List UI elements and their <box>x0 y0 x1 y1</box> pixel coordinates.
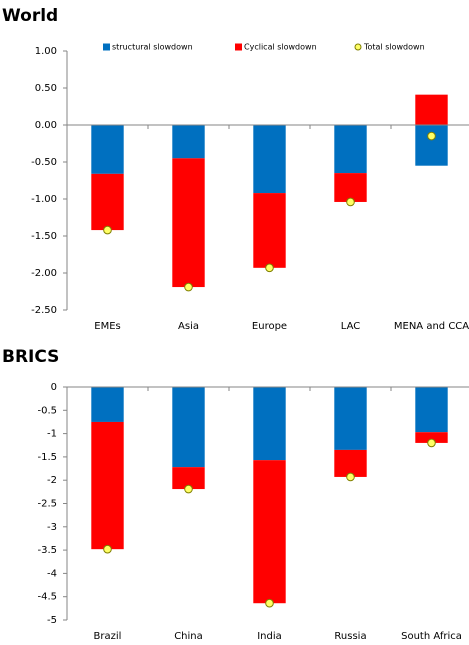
y-tick-label: -2.5 <box>37 499 57 510</box>
bar <box>172 158 205 288</box>
x-tick-label: EMEs <box>94 321 120 332</box>
y-tick-label: -1.50 <box>31 231 57 242</box>
bar <box>253 460 286 604</box>
y-tick-label: -0.50 <box>31 157 57 168</box>
y-tick-label: -2.50 <box>31 305 57 316</box>
total-marker <box>427 438 436 448</box>
x-tick-label: Asia <box>178 321 199 332</box>
y-tick-label: -0.5 <box>37 405 57 416</box>
y-tick-label: -1.5 <box>37 452 57 463</box>
x-tick-label: Europe <box>252 321 287 332</box>
y-tick-label: -1 <box>47 429 57 440</box>
y-tick-label: 0.00 <box>35 120 57 131</box>
legend-marker <box>354 43 362 51</box>
x-tick-label: Russia <box>334 631 366 642</box>
y-tick-label: -4 <box>47 568 57 579</box>
y-tick-label: -1.00 <box>31 194 57 205</box>
y-tick-label: -2.00 <box>31 268 57 279</box>
total-marker <box>103 225 112 235</box>
bar <box>415 432 448 443</box>
x-tick-label: MENA and CCA <box>394 321 469 332</box>
total-marker <box>184 484 193 494</box>
x-tick-label: South Africa <box>401 631 462 642</box>
bar <box>253 125 286 194</box>
total-marker <box>427 131 436 141</box>
bar <box>334 173 367 202</box>
total-marker <box>103 544 112 554</box>
y-tick-label: 0.50 <box>35 83 57 94</box>
legend-label: structural slowdown <box>112 43 193 52</box>
total-marker <box>346 197 355 207</box>
bar <box>253 193 286 268</box>
x-tick-label: China <box>174 631 203 642</box>
y-tick-label: 0 <box>51 382 57 393</box>
bar <box>91 387 124 422</box>
chart-title: BRICS <box>2 347 59 367</box>
bar <box>91 421 124 550</box>
legend-swatch <box>103 43 110 51</box>
total-marker <box>346 472 355 482</box>
y-tick-label: -3.5 <box>37 545 57 556</box>
bar <box>415 125 448 166</box>
total-marker <box>265 598 274 608</box>
bar <box>334 387 367 450</box>
chart-title: World <box>2 6 58 26</box>
x-tick-label: LAC <box>341 321 360 332</box>
legend-label: Cyclical slowdown <box>244 43 317 52</box>
total-marker <box>265 263 274 273</box>
y-tick-label: -3 <box>47 522 57 533</box>
bar <box>172 467 205 490</box>
bar <box>334 125 367 174</box>
x-tick-label: India <box>257 631 282 642</box>
bar <box>172 387 205 468</box>
y-tick-label: -4.5 <box>37 592 57 603</box>
legend-swatch <box>235 43 242 51</box>
x-tick-label: Brazil <box>94 631 122 642</box>
bar <box>253 387 286 461</box>
bar <box>415 94 448 125</box>
bar <box>91 125 124 174</box>
y-tick-label: 1.00 <box>35 46 57 57</box>
bar <box>91 173 124 231</box>
total-marker <box>184 282 193 292</box>
y-tick-label: -5 <box>47 615 57 626</box>
bar <box>334 449 367 477</box>
bar <box>415 387 448 433</box>
y-tick-label: -2 <box>47 475 57 486</box>
legend-label: Total slowdown <box>363 43 425 52</box>
bar <box>172 125 205 159</box>
